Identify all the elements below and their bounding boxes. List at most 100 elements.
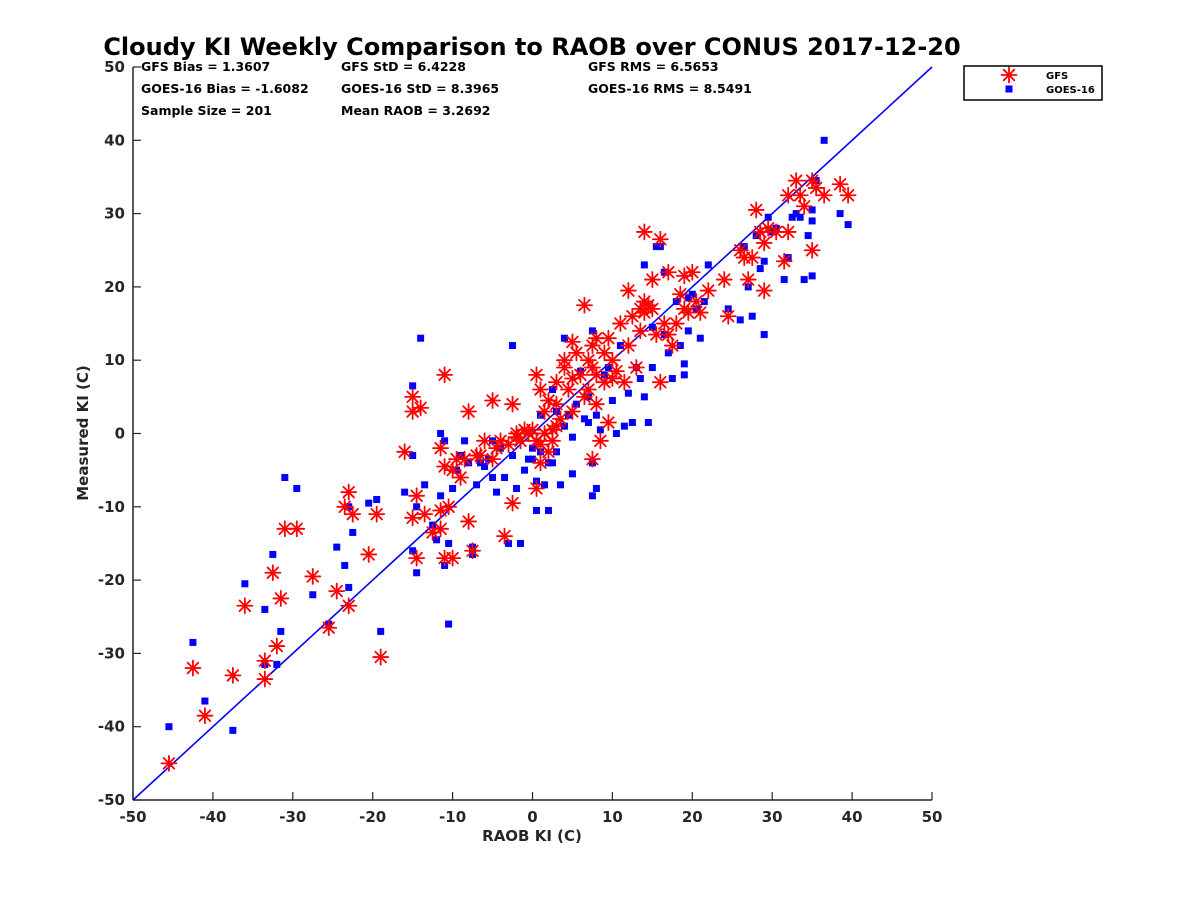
gfs-point	[683, 263, 701, 281]
goes-16-point	[608, 397, 616, 405]
goes-16-point	[764, 213, 772, 221]
goes-16-point	[529, 455, 536, 463]
goes-16-point	[648, 323, 656, 331]
legend-goes-square	[1005, 85, 1013, 93]
gfs-point	[568, 344, 585, 362]
goes-16-point	[445, 620, 453, 628]
stat-mean-raob: Mean RAOB = 3.2692	[341, 103, 490, 118]
goes-16-point	[501, 473, 509, 481]
goes-16-point	[441, 437, 449, 445]
gfs-point	[372, 648, 390, 666]
gfs-point	[779, 223, 797, 241]
gfs-point	[699, 282, 717, 299]
goes-16-point	[548, 459, 556, 467]
gfs-point	[619, 282, 637, 299]
y-axis-label: Measured KI (C)	[74, 365, 92, 501]
gfs-point	[524, 421, 541, 439]
gfs-point	[611, 315, 629, 332]
gfs-point	[328, 582, 346, 600]
goes-16-point	[409, 451, 417, 459]
legend-gfs-asterisk	[1000, 66, 1018, 84]
gfs-point	[691, 304, 709, 321]
goes-16-point	[165, 723, 173, 731]
gfs-point	[256, 670, 274, 688]
gfs-point	[615, 373, 633, 391]
goes-16-point	[664, 349, 672, 357]
gfs-point	[564, 403, 581, 420]
gfs-point	[651, 230, 669, 248]
goes-16-point	[572, 400, 580, 408]
goes-16-point	[644, 419, 652, 427]
gfs-point	[755, 234, 773, 252]
goes-16-point	[421, 481, 429, 489]
gfs-point	[743, 249, 761, 266]
gfs-point	[548, 395, 565, 413]
gfs-point	[456, 450, 473, 468]
gfs-point	[432, 439, 450, 457]
goes-16-point	[620, 422, 628, 430]
goes-16-point	[540, 481, 548, 489]
gfs-point	[488, 439, 505, 457]
gfs-point	[643, 271, 661, 288]
gfs-point	[272, 590, 290, 607]
goes-16-point	[844, 221, 852, 229]
gfs-point	[288, 520, 306, 538]
gfs-point	[408, 549, 426, 567]
legend-box	[963, 65, 1103, 101]
goes-16-point	[505, 539, 513, 547]
gfs-point	[540, 443, 557, 461]
goes-16-point	[680, 360, 688, 368]
legend-goes-marker	[1005, 85, 1013, 93]
stat-gfs-std: GFS StD = 6.4228	[341, 59, 466, 74]
goes-16-point	[261, 605, 269, 613]
gfs-point	[643, 300, 661, 318]
gfs-point	[464, 542, 481, 560]
goes-16-point	[736, 316, 744, 324]
gfs-point	[504, 494, 521, 512]
gfs-point	[560, 381, 577, 398]
gfs-point	[304, 568, 322, 585]
gfs-point	[619, 337, 637, 354]
gfs-point	[404, 509, 422, 527]
gfs-point	[607, 362, 625, 380]
gfs-point	[576, 296, 593, 314]
gfs-point	[635, 223, 653, 241]
goes-16-point	[461, 437, 469, 445]
gfs-point	[795, 197, 813, 215]
goes-16-point	[808, 217, 816, 225]
goes-16-point	[780, 276, 788, 284]
stat-gfs-bias: GFS Bias = 1.3607	[141, 59, 270, 74]
goes-16-point	[684, 327, 692, 335]
goes-16-point	[756, 265, 764, 273]
goes-16-point	[333, 543, 341, 551]
gfs-point	[544, 432, 561, 450]
gfs-point	[360, 546, 378, 563]
x-tick-label: 20	[682, 808, 703, 826]
stat-goes-rms: GOES-16 RMS = 8.5491	[588, 81, 752, 96]
stat-goes-bias: GOES-16 Bias = -1.6082	[141, 81, 309, 96]
gfs-point	[600, 329, 617, 347]
x-axis-label: RAOB KI (C)	[482, 827, 582, 845]
goes-16-point	[365, 499, 373, 507]
goes-16-point	[413, 503, 421, 511]
gfs-point	[588, 395, 605, 413]
gfs-point	[432, 520, 450, 538]
goes-16-point	[281, 473, 289, 481]
gfs-point	[460, 403, 477, 420]
goes-16-point	[417, 334, 425, 342]
goes-16-point	[604, 364, 612, 372]
gfs-point	[580, 381, 597, 398]
goes-16-point	[588, 492, 596, 500]
goes-16-point	[808, 272, 816, 280]
gfs-point	[340, 483, 358, 501]
gfs-point	[659, 263, 677, 281]
goes-16-point	[345, 583, 353, 591]
goes-16-point	[588, 327, 596, 335]
gfs-point	[472, 447, 489, 464]
gfs-point	[779, 186, 797, 204]
goes-16-point	[592, 411, 600, 419]
goes-16-point	[513, 484, 521, 492]
x-tick-label: -10	[439, 808, 466, 826]
gfs-point	[224, 666, 242, 684]
